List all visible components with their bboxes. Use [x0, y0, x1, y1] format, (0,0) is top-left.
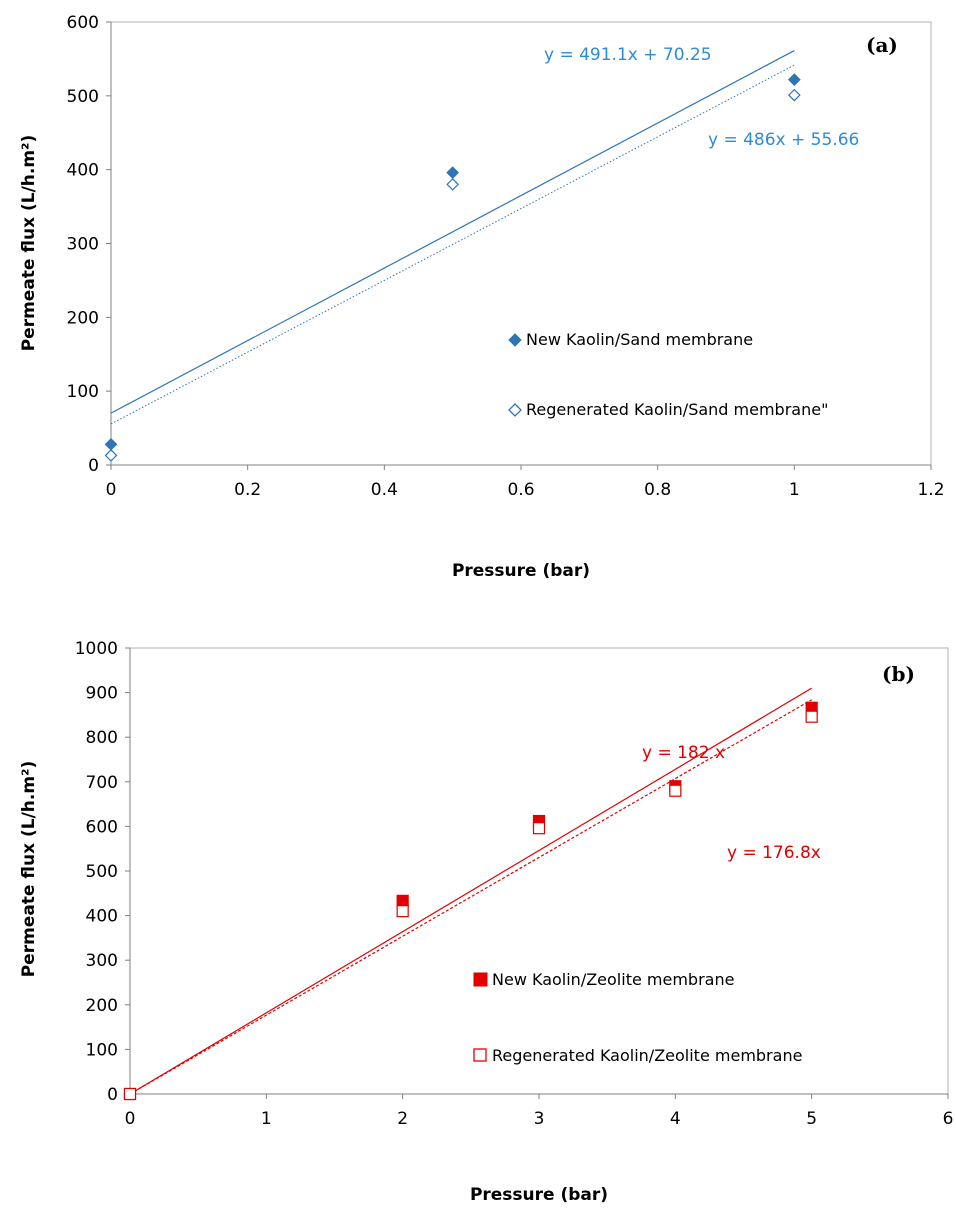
y-tick-label: 300 [67, 235, 99, 255]
data-point-regenerated [446, 178, 460, 191]
legend-marker-regenerated [473, 1048, 487, 1062]
y-tick-label: 100 [86, 1040, 118, 1060]
y-tick-label: 500 [86, 862, 118, 882]
x-tick-label: 0.4 [371, 480, 398, 500]
legend-label-new: New Kaolin/Sand membrane [526, 330, 753, 349]
data-point-new [396, 894, 409, 907]
y-tick-label: 800 [86, 728, 118, 748]
x-tick-label: 4 [670, 1109, 681, 1129]
legend-marker-new [473, 972, 488, 987]
x-tick-label: 5 [806, 1109, 817, 1129]
data-point-regenerated [123, 1087, 137, 1101]
y-tick-label: 400 [67, 161, 99, 181]
data-point-regenerated [669, 784, 682, 797]
x-tick-label: 2 [397, 1109, 408, 1129]
y-tick-label: 1000 [75, 639, 118, 659]
x-tick-label: 1 [789, 480, 800, 500]
x-axis-title: Pressure (bar) [452, 561, 590, 581]
y-tick-label: 0 [107, 1085, 118, 1105]
legend-marker-regenerated [508, 403, 522, 417]
x-tick-label: 0 [106, 480, 117, 500]
x-axis-title: Pressure (bar) [470, 1185, 608, 1205]
y-tick-label: 600 [86, 817, 118, 837]
x-tick-label: 0.2 [234, 480, 261, 500]
trendline-equation-regenerated: y = 486x + 55.66 [708, 130, 859, 150]
legend-label-regenerated: Regenerated Kaolin/Sand membrane" [526, 400, 828, 419]
trendline-regenerated [110, 64, 795, 425]
y-axis-title: Permeate flux (L/h.m²) [19, 761, 39, 978]
y-tick-label: 200 [67, 308, 99, 328]
y-tick-label: 600 [67, 13, 99, 33]
y-tick-label: 100 [67, 382, 99, 402]
data-point-regenerated [787, 88, 801, 102]
trendline-equation-new: y = 491.1x + 70.25 [544, 45, 712, 65]
x-tick-label: 0.8 [644, 480, 671, 500]
trendline-new [129, 687, 812, 1095]
x-tick-label: 1 [261, 1109, 272, 1129]
data-point-new [787, 73, 801, 86]
legend: New Kaolin/Sand membrane Regenerated Kao… [508, 330, 828, 419]
y-tick-label: 400 [86, 907, 118, 927]
data-point-regenerated [805, 710, 818, 723]
trendline-equation-regenerated: y = 176.8x [727, 843, 821, 863]
x-tick-label: 1.2 [917, 480, 944, 500]
plot-area-border [129, 647, 949, 1095]
panel-label: (b) [882, 662, 915, 686]
y-tick-label: 700 [86, 773, 118, 793]
y-tick-label: 300 [86, 951, 118, 971]
y-axis-title: Permeate flux (L/h.m²) [19, 135, 39, 352]
y-tick-label: 500 [67, 87, 99, 107]
chart-a: 0 100 200 300 400 500 600 0 0.2 0.4 0.6 0.8 1 1.2 (a)… [19, 13, 945, 581]
plot-area-border [110, 21, 932, 466]
x-tick-label: 3 [534, 1109, 545, 1129]
legend-label-new: New Kaolin/Zeolite membrane [492, 970, 734, 989]
data-point-regenerated [104, 449, 118, 462]
trendline-regenerated [129, 699, 812, 1095]
legend-marker-new [508, 333, 522, 347]
x-tick-label: 0 [125, 1109, 136, 1129]
y-tick-label: 200 [86, 996, 118, 1016]
x-tick-label: 0.6 [507, 480, 534, 500]
legend-label-regenerated: Regenerated Kaolin/Zeolite membrane [492, 1046, 802, 1065]
legend: New Kaolin/Zeolite membrane Regenerated … [473, 970, 802, 1065]
data-point-regenerated [396, 905, 409, 918]
trendline-new [110, 50, 795, 414]
x-tick-label: 6 [943, 1109, 954, 1129]
y-tick-label: 900 [86, 684, 118, 704]
data-point-regenerated [532, 822, 546, 835]
panel-label: (a) [866, 33, 898, 57]
trendline-equation-new: y = 182 x [642, 743, 725, 763]
y-tick-label: 0 [88, 456, 99, 476]
